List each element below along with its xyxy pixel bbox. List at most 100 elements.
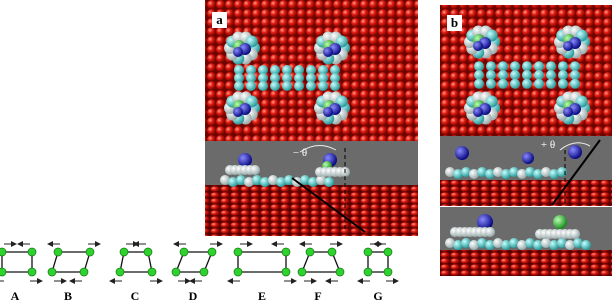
atom [306, 65, 316, 75]
atom [485, 169, 495, 179]
atom [541, 238, 551, 248]
angle-label: − θ [293, 147, 307, 159]
scheme-node [233, 267, 243, 277]
atom [469, 240, 479, 250]
panel-label: a [216, 12, 223, 27]
atom [477, 167, 487, 177]
atom [461, 167, 471, 177]
scheme-shape [1, 251, 33, 273]
scheme-node [179, 247, 189, 257]
atom [522, 78, 532, 89]
scheme-label: E [258, 289, 266, 303]
scheme-node [147, 267, 157, 277]
scheme-node [335, 267, 345, 277]
scheme-node [207, 247, 217, 257]
atom [234, 65, 244, 75]
atom [477, 238, 487, 248]
atom [228, 177, 238, 187]
scheme-label: G [373, 289, 382, 303]
atom [522, 152, 534, 164]
atom [453, 169, 463, 179]
panel-a: a − θ [205, 0, 418, 236]
atom [522, 61, 532, 72]
atom [220, 175, 230, 185]
atom [568, 145, 582, 159]
atom [282, 65, 292, 75]
atom [306, 81, 316, 91]
atom [570, 78, 580, 89]
atom [533, 169, 543, 179]
scheme-node [383, 247, 393, 257]
scheme-node [47, 267, 57, 277]
schemes: A B C D E F G [0, 241, 399, 303]
scheme-node [383, 267, 393, 277]
atom [258, 65, 268, 75]
atom [501, 169, 511, 179]
atom [546, 78, 556, 89]
atom [549, 169, 559, 179]
angle-label: + θ [541, 139, 555, 151]
atom [238, 153, 252, 167]
atom [563, 41, 573, 51]
atom [498, 70, 508, 80]
atom [270, 81, 280, 91]
atom [250, 165, 260, 175]
atom [486, 78, 496, 89]
atom [509, 167, 519, 177]
atom [246, 65, 256, 75]
scheme-node [171, 267, 181, 277]
atom [553, 215, 567, 229]
atom [246, 73, 256, 83]
atom [501, 240, 511, 250]
atom [258, 81, 268, 91]
atom [461, 238, 471, 248]
scheme-node [0, 247, 7, 257]
atom [453, 240, 463, 250]
atom [233, 107, 243, 117]
atom [498, 78, 508, 89]
atom [558, 78, 568, 89]
atom [306, 73, 316, 83]
scheme-node [115, 267, 125, 277]
atom [581, 240, 591, 250]
atom [300, 175, 310, 185]
atom [486, 61, 496, 72]
atom [473, 41, 483, 51]
atom [558, 70, 568, 80]
scheme-node [281, 247, 291, 257]
scheme-node [53, 247, 63, 257]
atom [485, 227, 495, 237]
atom [252, 175, 262, 185]
panel-label: b [451, 15, 458, 30]
atom [558, 61, 568, 72]
atom [493, 167, 503, 177]
atom [282, 73, 292, 83]
atom [260, 177, 270, 187]
atom [557, 238, 567, 248]
scheme-node [0, 267, 7, 277]
atom [234, 73, 244, 83]
atom [330, 65, 340, 75]
atom [323, 107, 333, 117]
atom [477, 214, 493, 230]
atom [546, 70, 556, 80]
atom [570, 70, 580, 80]
scheme-node [281, 267, 291, 277]
scheme-node [27, 267, 37, 277]
scheme-node [297, 267, 307, 277]
atom [573, 238, 583, 248]
atom [294, 73, 304, 83]
atom [246, 81, 256, 91]
scheme-node [119, 247, 129, 257]
atom [546, 61, 556, 72]
scheme-shape [237, 251, 287, 273]
atom [525, 167, 535, 177]
atom [510, 61, 520, 72]
atom [565, 240, 575, 250]
atom [234, 81, 244, 91]
scheme-node [143, 247, 153, 257]
atom [570, 229, 580, 239]
atom [534, 78, 544, 89]
atom [282, 81, 292, 91]
